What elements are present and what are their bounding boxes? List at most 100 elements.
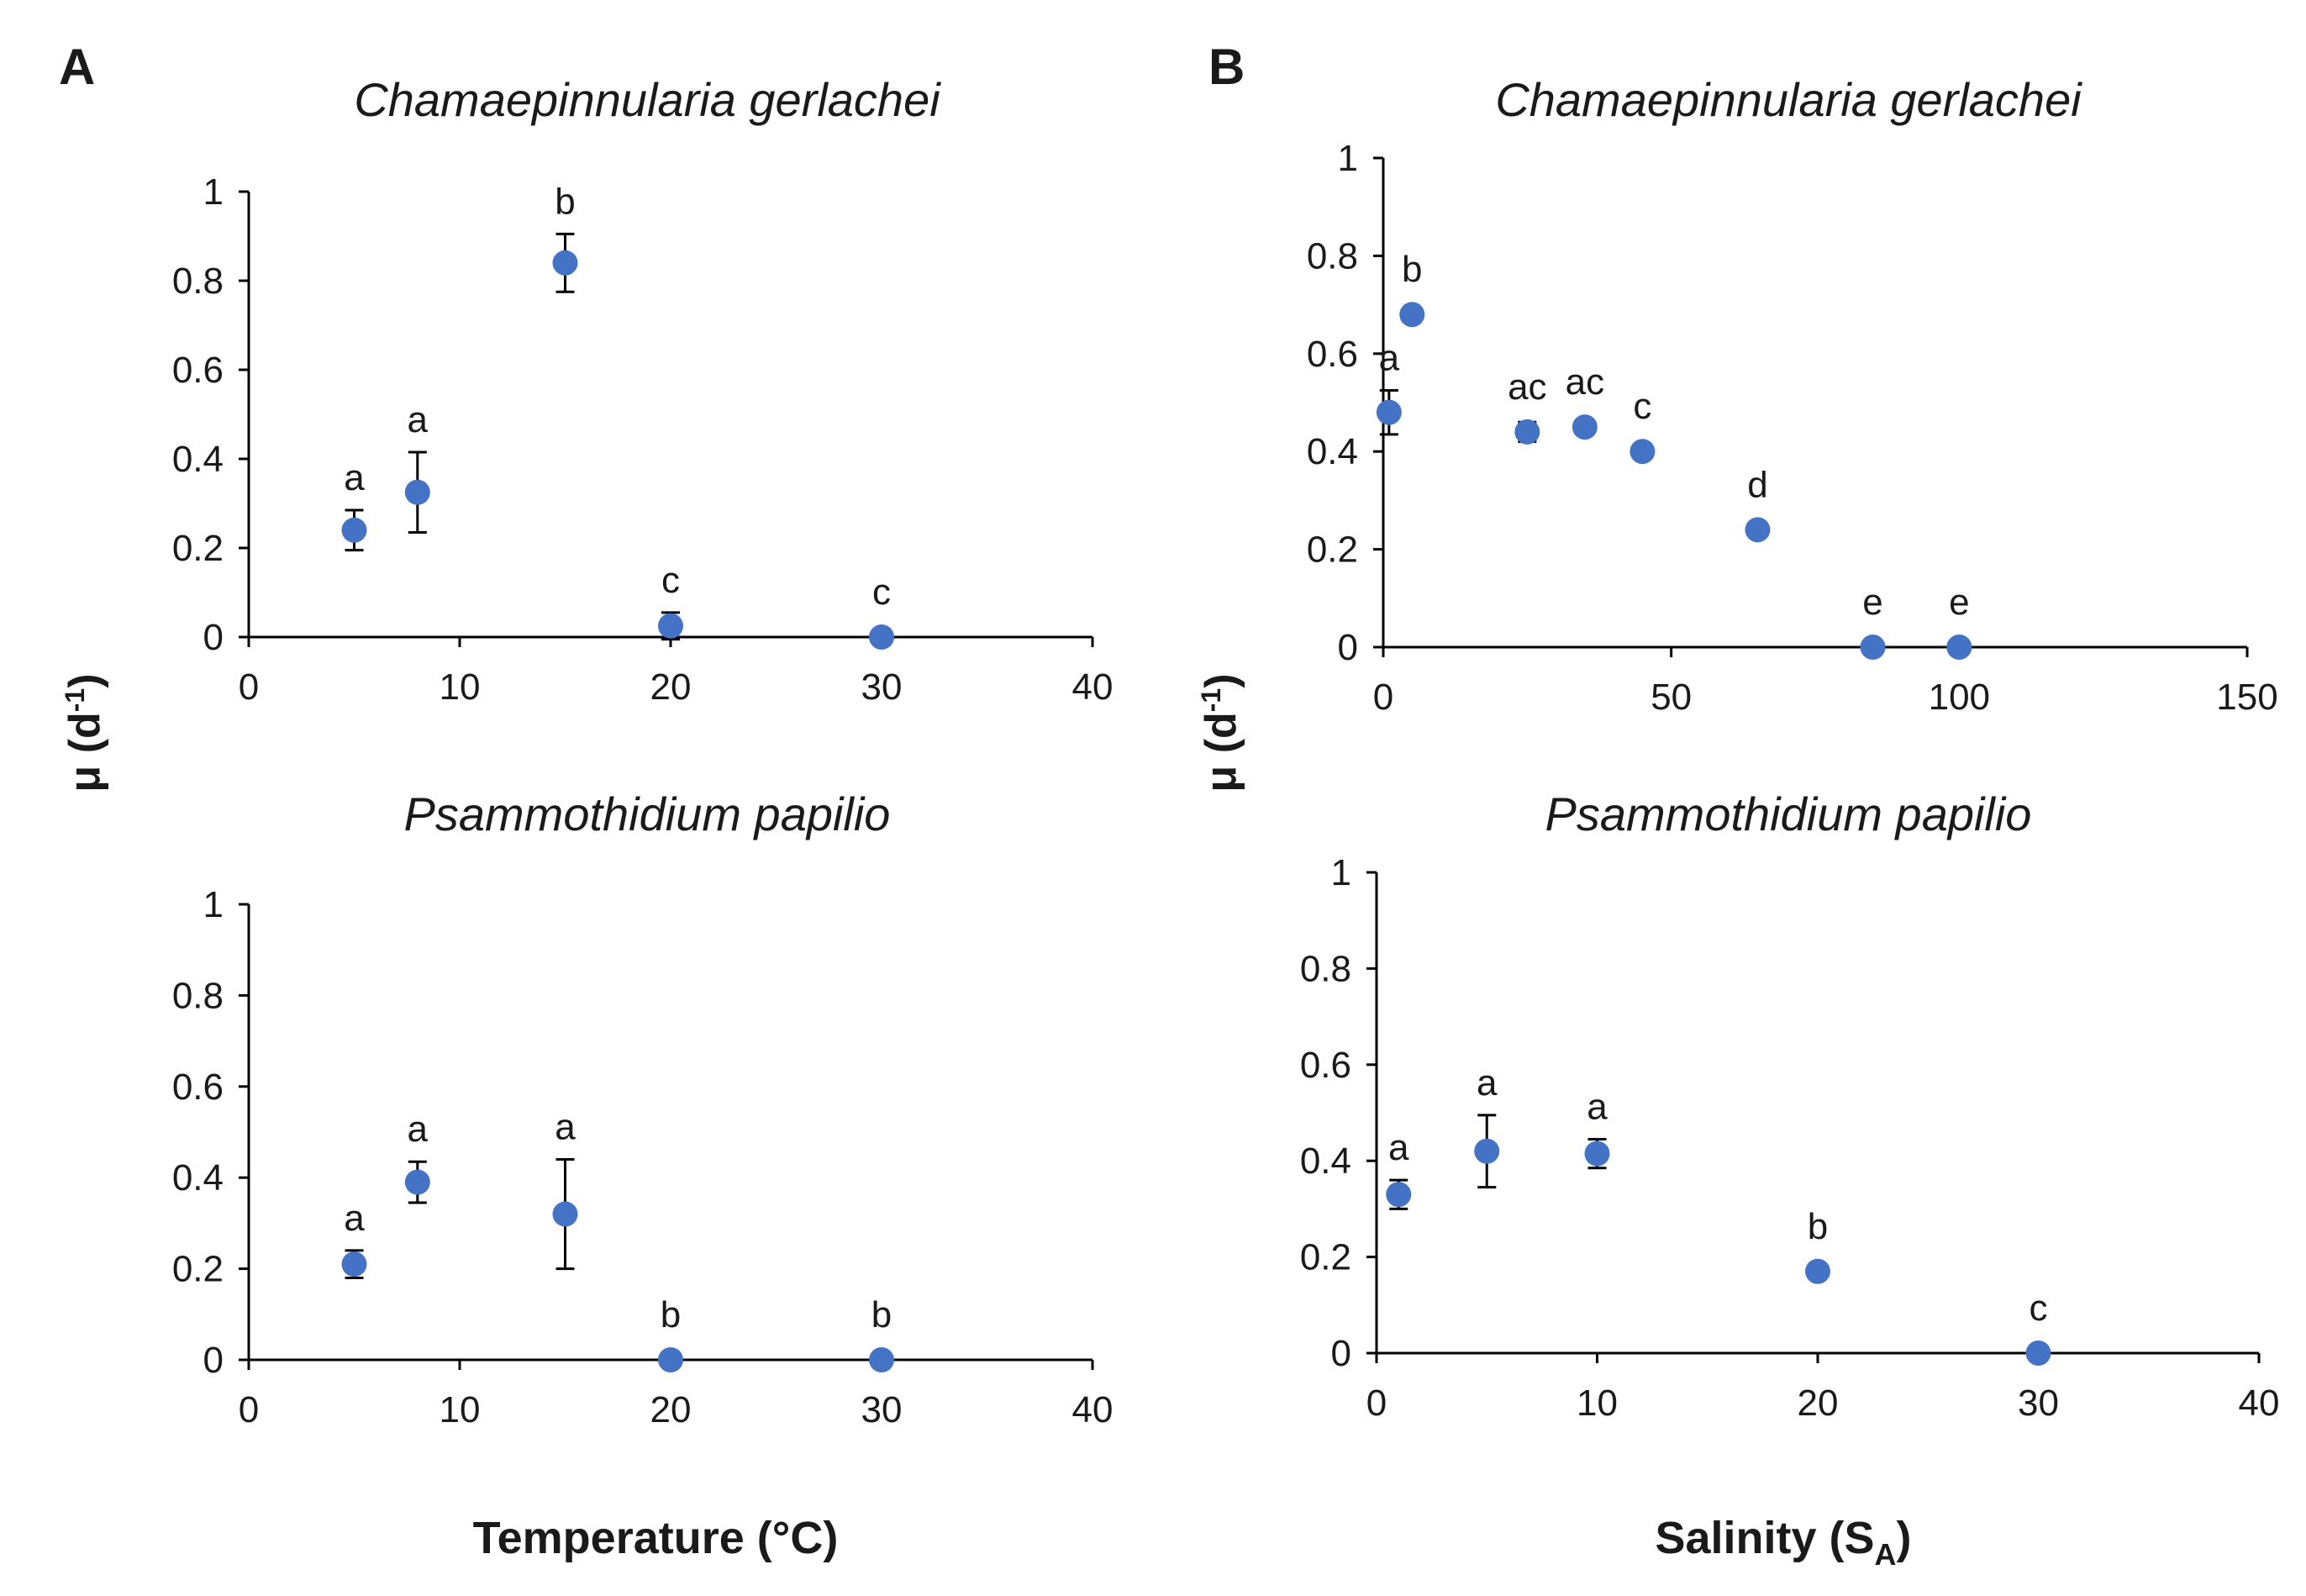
y-tick-label: 1 [1331, 852, 1351, 893]
data-point [869, 624, 894, 650]
data-point [1572, 414, 1598, 440]
y-tick-label: 1 [1338, 138, 1358, 179]
chart-title: Chamaepinnularia gerlachei [1495, 73, 2082, 126]
x-tick-label: 10 [440, 1389, 481, 1430]
x-tick-label: 0 [239, 666, 259, 708]
significance-letter: a [344, 1198, 365, 1239]
significance-letter: c [1633, 386, 1651, 427]
x-tick-label: 10 [440, 666, 481, 708]
significance-letter: ac [1566, 361, 1604, 403]
x-tick-label: 20 [650, 1389, 692, 1430]
x-tick-label: 50 [1651, 677, 1692, 718]
chart-salinity-chamaepinnularia: Chamaepinnularia gerlachei 0 0.2 0.4 0.6 0.8 1… [1307, 73, 2278, 718]
significance-letter: c [661, 560, 680, 601]
y-tick-label: 0.2 [1307, 529, 1358, 571]
y-axis-label-b: μ (d-1) [1196, 673, 1245, 792]
chart-title: Chamaepinnularia gerlachei [354, 73, 941, 126]
panel-b-letter: B [1208, 39, 1245, 95]
significance-letter: a [1477, 1062, 1498, 1104]
y-tick-label: 0 [203, 617, 224, 658]
x-axis-label-b: Salinity (SA) [1655, 1513, 1911, 1572]
x-tick-label: 0 [1366, 1383, 1387, 1424]
x-tick-label: 20 [1798, 1383, 1839, 1424]
y-tick-label: 0.6 [172, 1067, 224, 1108]
y-tick-label: 0 [1331, 1333, 1351, 1374]
data-point [404, 479, 430, 505]
significance-letter: b [661, 1294, 681, 1335]
significance-letter: c [872, 572, 891, 613]
y-axis-label-a: μ (d-1) [60, 673, 109, 792]
x-tick-label: 40 [1072, 666, 1114, 708]
significance-letter: a [1379, 337, 1400, 378]
significance-letter: a [1587, 1086, 1608, 1127]
chart-title: Psammothidium papilio [404, 787, 891, 840]
data-point [1946, 635, 1972, 660]
data-point [2025, 1341, 2051, 1366]
y-tick-label: 0 [1338, 627, 1358, 668]
y-tick-label: 0.4 [1300, 1140, 1351, 1182]
data-point [1474, 1138, 1500, 1164]
significance-letter: ac [1508, 366, 1546, 408]
data-point [341, 517, 367, 543]
y-tick-label: 0.6 [1307, 334, 1358, 375]
y-tick-label: 0.4 [172, 439, 224, 480]
data-point [1860, 635, 1886, 660]
y-tick-label: 0.6 [172, 350, 224, 391]
data-point [1584, 1140, 1610, 1167]
y-tick-label: 0.6 [1300, 1045, 1351, 1086]
data-point [658, 1347, 683, 1372]
data-point [1376, 399, 1402, 425]
x-tick-label: 30 [2018, 1383, 2059, 1424]
significance-letter: e [1949, 582, 1969, 623]
data-point [1629, 439, 1656, 465]
x-tick-label: 40 [1072, 1389, 1114, 1430]
data-point [552, 1201, 578, 1227]
x-tick-label: 20 [650, 666, 692, 708]
data-point [658, 613, 683, 639]
data-point [869, 1347, 894, 1372]
data-point [341, 1251, 367, 1277]
data-point [1745, 517, 1771, 543]
significance-letter: a [1388, 1127, 1409, 1168]
y-tick-label: 0.8 [172, 975, 224, 1016]
chart-temperature-chamaepinnularia: Chamaepinnularia gerlachei 0 0.2 0.4 0.6 0.8 1… [172, 73, 1114, 708]
chart-title: Psammothidium papilio [1545, 787, 2032, 840]
y-tick-label: 0.2 [172, 528, 224, 569]
significance-letter: b [555, 181, 575, 222]
significance-letter: b [871, 1294, 892, 1335]
x-tick-label: 0 [239, 1389, 259, 1430]
significance-letter: a [344, 457, 365, 498]
x-tick-label: 30 [861, 1389, 903, 1430]
y-tick-label: 1 [203, 171, 224, 213]
data-point [1514, 419, 1540, 445]
data-point [552, 250, 578, 276]
x-tick-label: 100 [1929, 677, 1990, 718]
y-tick-label: 0.4 [1307, 431, 1358, 472]
significance-letter: b [1808, 1206, 1828, 1247]
x-tick-label: 30 [861, 666, 903, 708]
x-tick-label: 10 [1577, 1383, 1618, 1424]
y-tick-label: 0.4 [172, 1157, 224, 1198]
y-tick-label: 0.2 [172, 1249, 224, 1290]
significance-letter: c [2030, 1288, 2048, 1329]
significance-letter: a [408, 1109, 429, 1150]
significance-letter: d [1747, 464, 1767, 505]
x-tick-label: 40 [2239, 1383, 2280, 1424]
significance-letter: b [1402, 249, 1422, 290]
significance-letter: e [1862, 582, 1882, 623]
y-tick-label: 0.2 [1300, 1237, 1351, 1278]
data-point [1399, 302, 1425, 328]
y-tick-label: 0 [203, 1340, 224, 1381]
data-point [404, 1169, 430, 1195]
significance-letter: a [555, 1107, 576, 1148]
x-axis-label-a: Temperature (°C) [473, 1513, 839, 1563]
data-point [1805, 1258, 1830, 1284]
y-tick-label: 1 [203, 884, 224, 925]
panel-a-letter: A [59, 39, 95, 95]
x-tick-label: 0 [1373, 677, 1393, 718]
y-tick-label: 0.8 [1307, 235, 1358, 277]
x-tick-label: 150 [2216, 677, 2277, 718]
